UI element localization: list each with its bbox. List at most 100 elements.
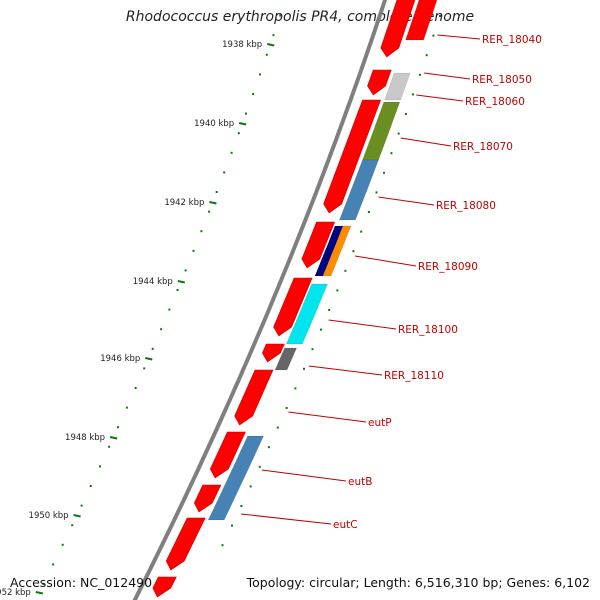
- gene-label: RER_18110: [384, 370, 444, 382]
- track-dot: [397, 132, 400, 135]
- track-dot: [360, 230, 363, 233]
- cds-arrow: [301, 221, 336, 269]
- track-dot: [285, 407, 288, 409]
- ruler-tick-label: 1942 kbp: [164, 198, 204, 208]
- gene-label: RER_18050: [472, 74, 532, 86]
- ruler-dot: [143, 367, 146, 370]
- gene-label: RER_18090: [418, 261, 478, 273]
- cds-arrow: [165, 517, 206, 571]
- gene-leader-line: [437, 34, 481, 40]
- gene-leader-line: [288, 411, 367, 423]
- gene-leader-line: [400, 137, 452, 147]
- ruler-dot: [259, 73, 261, 76]
- ruler-dot: [245, 112, 247, 115]
- ruler-dot: [151, 347, 154, 350]
- gene-labels: RER_18040 RER_18050 RER_18060 RER_18070 RER_…: [241, 34, 542, 531]
- track-dot: [367, 211, 370, 213]
- track-dot: [267, 446, 270, 449]
- ruler-tick-label: 1948 kbp: [65, 433, 105, 443]
- gene-leader-line: [416, 94, 464, 102]
- cds-arrow: [209, 431, 246, 479]
- track-dot: [411, 93, 414, 96]
- track-dot: [249, 485, 252, 488]
- ruler-dot: [223, 171, 226, 174]
- ruler-tick-label: 1940 kbp: [194, 119, 234, 129]
- cog-red-block: [405, 0, 438, 41]
- backbone: [132, 0, 388, 600]
- cog-light-gray-block: [384, 72, 411, 101]
- track-dot: [240, 505, 243, 507]
- gene-label: RER_18060: [465, 96, 525, 108]
- gene-label: eutC: [333, 519, 358, 531]
- genome-backbone: [132, 0, 388, 600]
- cog-dark-gray-block: [274, 347, 297, 371]
- cds-arrow: [380, 0, 416, 58]
- ruler-dot: [80, 504, 83, 507]
- ruler-dot: [208, 210, 211, 213]
- ruler-dot: [192, 249, 195, 252]
- cds-arrow: [323, 99, 382, 214]
- cog-steelblue-block: [207, 435, 264, 521]
- track-dot: [294, 387, 297, 390]
- ruler-dot: [42, 583, 45, 585]
- gene-leader-line: [328, 319, 397, 330]
- track-dot: [221, 544, 224, 547]
- track-dot: [383, 171, 385, 174]
- track-dot: [425, 54, 428, 57]
- track-dot: [439, 15, 441, 17]
- cds-arrow: [273, 277, 313, 337]
- ruler-dot: [52, 563, 55, 566]
- ruler-major-tick: [109, 436, 118, 440]
- ruler-major-tick: [35, 591, 44, 595]
- ruler-dot: [252, 93, 255, 95]
- cds-arrow: [193, 484, 222, 513]
- ruler-dot: [134, 387, 137, 389]
- cog-cyan-block: [285, 283, 328, 345]
- track-dot: [432, 34, 435, 37]
- ruler-tick-label: 1938 kbp: [222, 40, 262, 50]
- ruler-dot: [125, 406, 128, 409]
- ruler-dot: [71, 524, 74, 527]
- ruler-dot: [279, 14, 282, 17]
- ruler-major-tick: [209, 201, 217, 205]
- gene-label: RER_18070: [453, 141, 513, 153]
- accession-text: Accession: NC_012490: [10, 575, 153, 590]
- ruler-tick-label: 1946 kbp: [100, 354, 140, 364]
- track-dot: [328, 309, 331, 311]
- ruler-tick-label: 1952 kbp: [0, 588, 31, 598]
- ruler-dot: [200, 230, 203, 233]
- track-dot: [352, 250, 355, 253]
- ruler-dot: [160, 328, 163, 331]
- ruler-major-tick: [266, 43, 275, 47]
- gene-label: eutB: [348, 476, 372, 488]
- ruler-dot: [184, 269, 187, 272]
- gene-leader-line: [424, 72, 471, 80]
- track-dot: [303, 367, 305, 370]
- cds-arrow: [367, 69, 392, 96]
- gene-label: RER_18040: [482, 34, 542, 46]
- gene-label: RER_18080: [436, 200, 496, 212]
- track-dot: [231, 524, 233, 527]
- ruler-dot: [265, 53, 268, 56]
- ruler-ticks: 1938 kbp 1940 kbp 1942 kbp 1944 kbp 1946 kbp…: [0, 14, 441, 598]
- ruler-dot: [117, 426, 119, 429]
- track-dot: [344, 269, 347, 272]
- gene-leader-line: [241, 513, 332, 525]
- ruler-major-tick: [238, 122, 247, 126]
- genome-summary-text: Topology: circular; Length: 6,516,310 bp…: [246, 575, 590, 590]
- ruler-dot: [237, 132, 240, 135]
- ruler-dot: [176, 289, 179, 291]
- ruler-dot: [215, 191, 218, 193]
- gene-label: RER_18100: [398, 324, 458, 336]
- ruler-major-tick: [73, 514, 81, 518]
- cds-arrow: [234, 369, 274, 426]
- cog-steelblue-block: [339, 159, 379, 221]
- gene-leader-line: [261, 469, 347, 482]
- track-dot: [336, 289, 339, 292]
- ruler-dot: [61, 543, 64, 546]
- track-dot: [319, 328, 322, 331]
- ruler-tick-label: 1950 kbp: [29, 511, 69, 521]
- track-dot: [390, 152, 393, 155]
- ruler-major-tick: [145, 357, 153, 361]
